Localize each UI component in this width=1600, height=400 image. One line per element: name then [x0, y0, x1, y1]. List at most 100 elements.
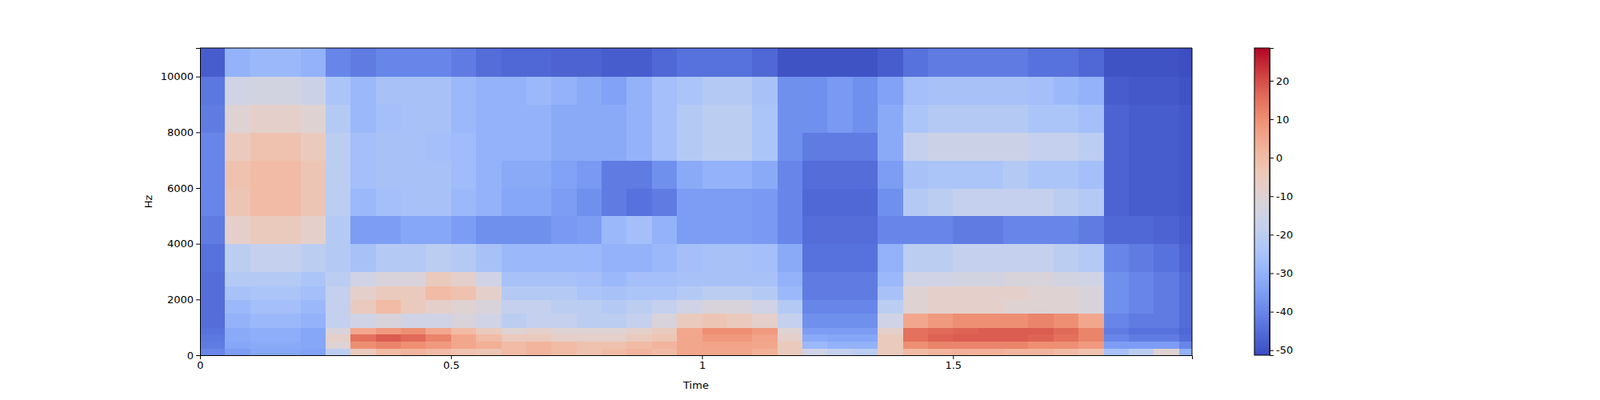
cell	[727, 327, 753, 335]
cell	[727, 132, 753, 160]
cell	[626, 272, 652, 287]
cell	[1078, 272, 1104, 287]
cell	[852, 313, 879, 328]
cell	[1128, 188, 1155, 216]
cell	[652, 160, 678, 188]
cell	[1028, 348, 1054, 356]
cell	[626, 348, 652, 356]
cell	[350, 327, 376, 335]
cell	[551, 313, 577, 328]
cell	[652, 188, 678, 216]
cell	[1104, 341, 1130, 349]
cell	[1104, 348, 1130, 356]
cell	[928, 348, 954, 356]
x-axis-line	[200, 356, 1193, 360]
cell	[576, 244, 603, 272]
cell	[400, 348, 427, 356]
cell	[877, 132, 904, 160]
cell	[526, 334, 552, 342]
cell	[601, 188, 628, 216]
cell	[752, 299, 778, 314]
tick-mark	[1269, 312, 1274, 313]
cell	[325, 188, 352, 216]
cell	[903, 76, 929, 105]
cell	[877, 48, 904, 77]
cell	[224, 272, 251, 287]
cell	[626, 341, 652, 349]
cell	[601, 244, 628, 272]
cell	[501, 348, 528, 356]
cell	[978, 244, 1004, 272]
cell	[200, 313, 226, 328]
cell	[702, 313, 728, 328]
tick: 0	[196, 355, 204, 372]
cell	[350, 132, 376, 160]
cell	[1104, 48, 1130, 77]
cell	[903, 334, 929, 342]
cell	[652, 327, 678, 335]
cell	[1028, 285, 1054, 300]
cell	[1128, 104, 1155, 133]
cell	[1078, 334, 1104, 342]
cell	[702, 285, 728, 300]
cell	[250, 285, 276, 300]
cell	[425, 341, 452, 349]
cell	[702, 334, 728, 342]
cell	[476, 341, 502, 349]
cell	[1053, 104, 1080, 133]
cell	[652, 104, 678, 133]
cell	[501, 299, 528, 314]
tick-mark	[1269, 119, 1274, 120]
cell	[1104, 299, 1130, 314]
cell	[1104, 272, 1130, 287]
cell	[601, 341, 628, 349]
tick: 6000	[167, 182, 200, 195]
cell	[501, 327, 528, 335]
cell	[802, 313, 828, 328]
cell	[1128, 285, 1155, 300]
cell	[526, 341, 552, 349]
cell	[224, 216, 251, 244]
cell	[325, 348, 352, 356]
cell	[1128, 272, 1155, 287]
cell	[702, 188, 728, 216]
cell	[1104, 132, 1130, 160]
cell	[827, 285, 853, 300]
cell	[877, 334, 904, 342]
cell	[275, 48, 301, 77]
cell	[877, 313, 904, 328]
cell	[978, 299, 1004, 314]
cell	[325, 160, 352, 188]
cell	[928, 160, 954, 188]
cell	[777, 313, 804, 328]
cell	[425, 160, 452, 188]
cell	[928, 244, 954, 272]
tick-mark	[196, 76, 200, 78]
y-axis-line	[196, 48, 201, 356]
cell	[827, 334, 853, 342]
cell	[1153, 299, 1180, 314]
cell	[300, 188, 327, 216]
cell	[376, 160, 402, 188]
cell	[275, 160, 301, 188]
cell	[952, 272, 979, 287]
cell	[903, 104, 929, 133]
cell	[551, 285, 577, 300]
cell	[250, 48, 276, 77]
tick: 20	[1269, 75, 1290, 88]
cell	[827, 104, 853, 133]
cell	[350, 76, 376, 105]
cell	[676, 188, 703, 216]
cell	[325, 48, 352, 77]
cell	[551, 160, 577, 188]
tick: 1.5	[944, 355, 962, 372]
cell	[702, 348, 728, 356]
cell	[852, 160, 879, 188]
cell	[827, 327, 853, 335]
cell	[1028, 104, 1054, 133]
cell	[350, 188, 376, 216]
cell	[376, 348, 402, 356]
tick-mark	[1269, 273, 1274, 275]
cell	[275, 132, 301, 160]
cell	[852, 341, 879, 349]
